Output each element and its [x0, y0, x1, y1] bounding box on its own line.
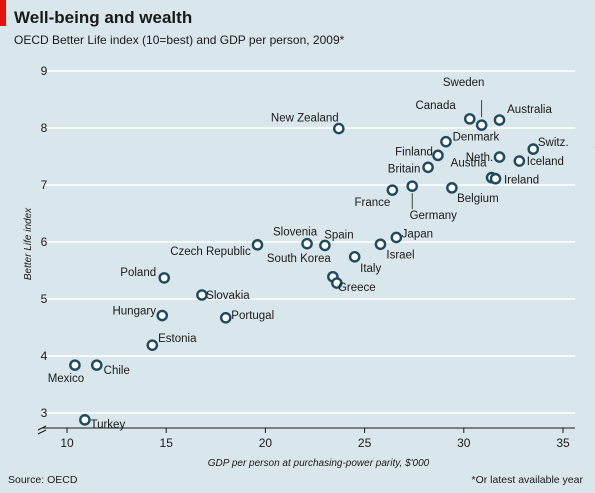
point-ireland: [489, 172, 502, 185]
label-finland: Finland: [395, 146, 433, 158]
label-turkey: Turkey: [90, 419, 125, 431]
label-hungary: Hungary: [112, 306, 156, 318]
point-greece: [331, 277, 343, 289]
label-greece: Greece: [338, 282, 376, 294]
label-australia: Australia: [507, 104, 552, 116]
point-chile: [90, 359, 103, 371]
point-labels: NorwayUnitedStatesSwitz.IcelandNeth.Aust…: [48, 77, 595, 431]
point-czech-republic: [251, 239, 264, 251]
point-belgium: [446, 182, 458, 194]
point-portugal: [219, 312, 232, 324]
label-spain: Spain: [324, 229, 353, 241]
x-tick-15: 15: [160, 436, 174, 450]
y-tick-4: 4: [41, 349, 48, 363]
point-estonia: [146, 339, 159, 351]
label-italy: Italy: [360, 263, 381, 275]
x-tick-20: 20: [259, 436, 273, 450]
label-israel: Israel: [386, 249, 414, 261]
point-japan: [390, 231, 403, 244]
y-tick-3: 3: [41, 406, 48, 420]
y-tick-7: 7: [41, 178, 48, 192]
brand-bar: [0, 0, 6, 26]
label-denmark: Denmark: [453, 132, 500, 144]
point-slovakia: [196, 289, 208, 301]
y-tick-5: 5: [41, 292, 48, 306]
label-mexico: Mexico: [48, 373, 84, 385]
label-poland: Poland: [120, 267, 156, 279]
label-estonia: Estonia: [158, 333, 197, 345]
point-italy: [348, 251, 361, 263]
x-tick-25: 25: [358, 436, 372, 450]
leader-lines: [411, 100, 483, 210]
label-germany: Germany: [410, 210, 458, 222]
point-sweden: [475, 119, 488, 131]
point-hungary: [156, 309, 169, 322]
point-slovenia: [301, 237, 313, 250]
y-tick-6: 6: [41, 235, 48, 249]
point-finland: [432, 149, 444, 162]
chart-title: Well-being and wealth: [14, 8, 193, 27]
point-spain: [319, 239, 331, 252]
point-france: [386, 184, 399, 196]
label-new-zealand: New Zealand: [271, 113, 339, 125]
point-britain: [422, 161, 434, 174]
point-canada: [463, 113, 476, 125]
point-germany: [406, 180, 419, 192]
label-slovakia: Slovakia: [206, 290, 250, 302]
x-axis-ticks: 10152025303540: [60, 428, 570, 450]
y-axis-label: Better Life index: [23, 207, 34, 280]
label-south-korea: South Korea: [267, 253, 332, 265]
label-slovenia: Slovenia: [273, 227, 318, 239]
label-iceland: Iceland: [527, 156, 564, 168]
point-israel: [374, 238, 387, 251]
y-axis-ticks: 3 4 5 6 7 8 9: [37, 64, 48, 435]
label-canada: Canada: [415, 100, 456, 112]
label-czech-republic: Czech Republic: [170, 246, 251, 258]
point-poland: [158, 272, 171, 284]
point-turkey: [79, 414, 91, 426]
axis-break-icon: [37, 425, 47, 435]
point-mexico: [69, 359, 81, 371]
x-axis-label: GDP per person at purchasing-power parit…: [208, 458, 430, 469]
label-france: France: [354, 197, 390, 209]
label-portugal: Portugal: [231, 310, 274, 322]
label-austria: Austria: [451, 158, 487, 170]
label-japan: Japan: [402, 228, 433, 240]
source-note: Source: OECD: [8, 474, 78, 486]
x-tick-30: 30: [457, 436, 471, 450]
x-tick-35: 35: [556, 436, 570, 450]
grid-lines: [42, 70, 575, 429]
label-britain: Britain: [388, 163, 421, 175]
label-neth: Neth.: [466, 152, 494, 164]
point-switz: [527, 143, 540, 155]
point-neth: [493, 151, 506, 163]
label-chile: Chile: [104, 365, 130, 377]
chart-subtitle: OECD Better Life index (10=best) and GDP…: [14, 33, 345, 47]
y-tick-8: 8: [41, 121, 48, 135]
label-belgium: Belgium: [457, 193, 499, 205]
label-sweden: Sweden: [443, 77, 485, 89]
point-new-zealand: [333, 122, 345, 135]
footnote: *Or latest available year: [471, 474, 583, 486]
label-ireland: Ireland: [504, 175, 539, 187]
x-tick-10: 10: [60, 436, 74, 450]
point-australia: [493, 114, 506, 126]
point-iceland: [513, 155, 526, 167]
label-switz: Switz.: [538, 137, 569, 149]
data-points: [69, 113, 595, 426]
point-denmark: [440, 135, 452, 148]
y-tick-9: 9: [41, 64, 48, 78]
